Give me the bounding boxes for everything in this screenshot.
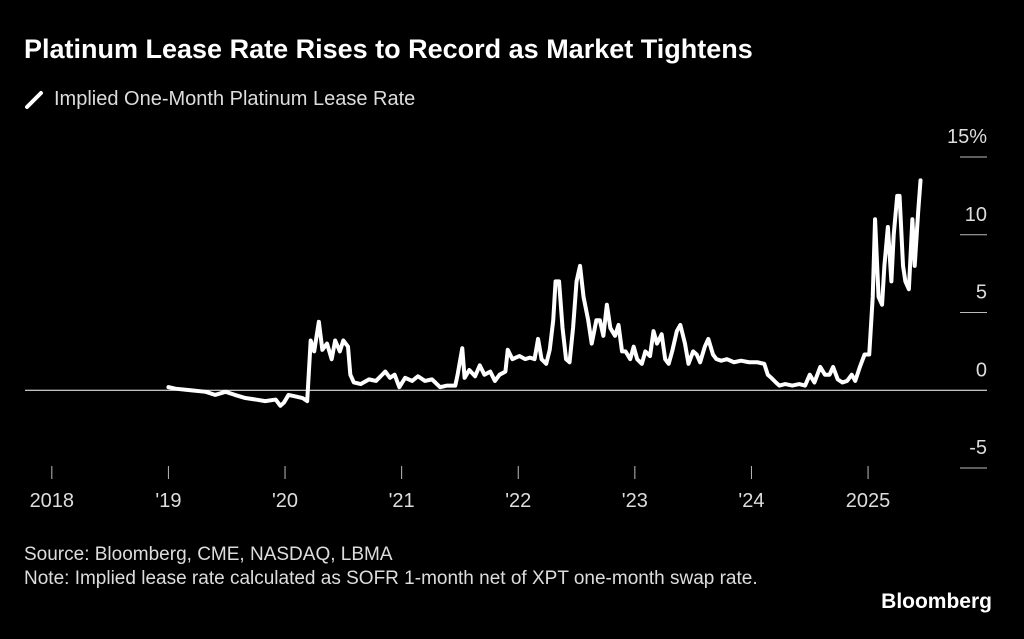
legend-swatch	[25, 90, 43, 109]
y-tick-label: 10	[965, 204, 987, 226]
source: Source: Bloomberg, CME, NASDAQ, LBMA	[24, 544, 393, 565]
line	[166, 178, 923, 408]
logo: Bloomberg	[881, 590, 992, 613]
y-tick-label: 0	[976, 359, 987, 381]
x-tick-label: 2018	[30, 490, 75, 512]
x-tick-label: '22	[505, 490, 531, 512]
footer: Source: Bloomberg, CME, NASDAQ, LBMA Not…	[24, 543, 814, 591]
x-tick-label: '19	[155, 490, 181, 512]
note: Note: Implied lease rate calculated as S…	[24, 568, 758, 589]
y-tick-label: 5	[976, 282, 987, 304]
x-tick-label: '20	[272, 490, 298, 512]
chart-title: Platinum Lease Rate Rises to Record as M…	[24, 34, 753, 64]
y-tick-label: 15%	[947, 126, 987, 148]
x-tick-label: '21	[389, 490, 415, 512]
x-tick-label: 2025	[846, 490, 891, 512]
x-tick-label: '24	[738, 490, 764, 512]
x-tick-label: '23	[622, 490, 648, 512]
y-tick-label: -5	[969, 437, 987, 459]
legend-label: Implied One-Month Platinum Lease Rate	[54, 88, 416, 110]
legend: Implied One-Month Platinum Lease Rate	[24, 88, 415, 111]
